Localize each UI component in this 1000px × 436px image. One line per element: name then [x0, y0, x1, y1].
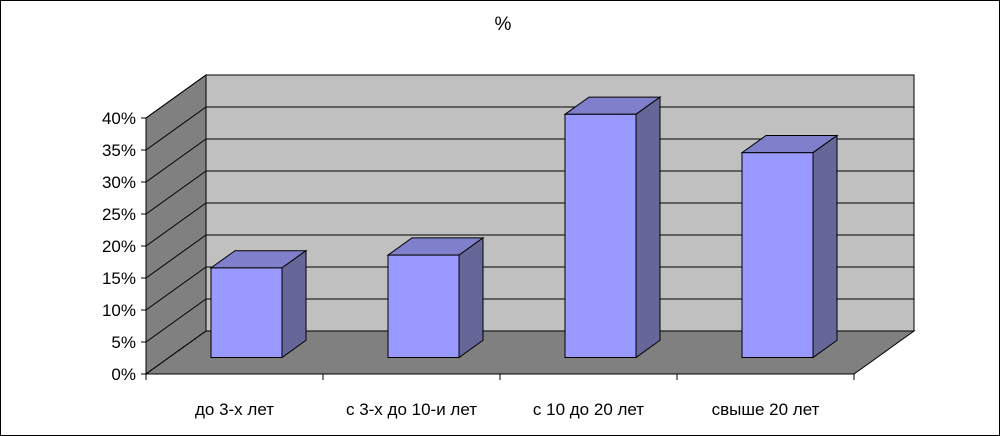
- gridline: [145, 298, 207, 343]
- x-tick-label: с 3-х до 10-и лет: [346, 400, 477, 419]
- gridline: [145, 106, 207, 151]
- y-tick-label: 20%: [102, 237, 136, 256]
- y-tick-label: 35%: [102, 141, 136, 160]
- x-tick-label: до 3-х лет: [195, 400, 274, 419]
- y-tick-label: 15%: [102, 269, 136, 288]
- bar-front: [387, 254, 460, 359]
- x-tick-label: с 10 до 20 лет: [533, 400, 644, 419]
- y-tick-label: 10%: [102, 301, 136, 320]
- y-tick-label: 25%: [102, 205, 136, 224]
- gridline: [145, 170, 207, 215]
- bar-side: [281, 249, 307, 359]
- gridline: [145, 138, 207, 183]
- x-axis: до 3-х лет с 3-х до 10-и лет с 10 до 20 ле…: [145, 373, 855, 419]
- floor-edge: [145, 330, 207, 375]
- gridline: [145, 234, 207, 279]
- bar: [209, 249, 308, 359]
- y-axis: 0% 5% 10% 15% 20% 25% 30% 35% 40%: [102, 109, 147, 384]
- gridline: [145, 74, 207, 119]
- bar-side: [635, 96, 661, 359]
- gridline: [145, 266, 207, 311]
- y-tick-label: 5%: [111, 333, 136, 352]
- x-tick-label: свыше 20 лет: [712, 400, 820, 419]
- bars-group: [209, 96, 839, 359]
- chart-title: %: [495, 14, 512, 35]
- y-tick-label: 40%: [102, 109, 136, 128]
- bar: [740, 134, 839, 359]
- y-tick-label: 0%: [111, 365, 136, 384]
- y-tick-label: 30%: [102, 173, 136, 192]
- bar: [386, 236, 485, 359]
- bar-front: [564, 113, 637, 358]
- bar-side: [812, 134, 838, 359]
- bar: [563, 96, 662, 359]
- bar-front: [210, 267, 283, 358]
- bar-front: [741, 152, 814, 358]
- gridline: [145, 202, 207, 247]
- bar-side: [458, 236, 484, 359]
